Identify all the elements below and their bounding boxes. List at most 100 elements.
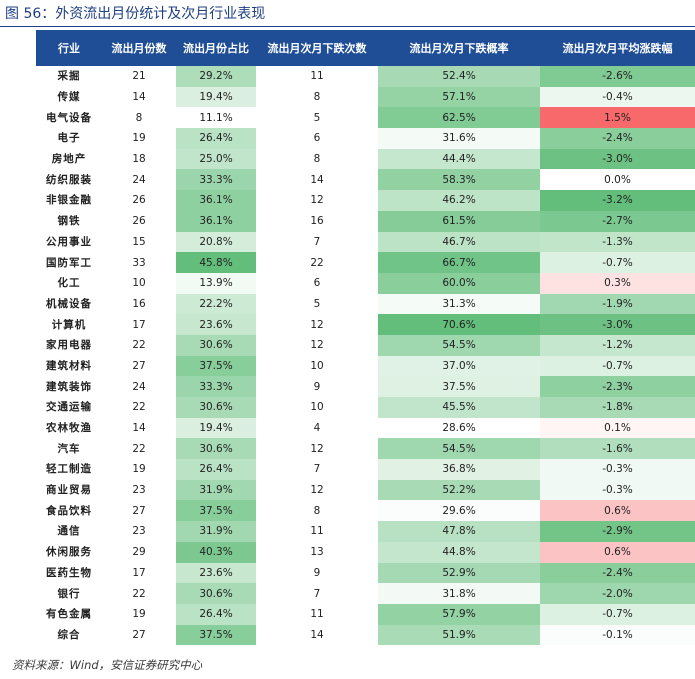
table-row: 农林牧渔 14 19.4% 4 28.6% 0.1% [36,417,695,439]
table-row: 电子 19 26.4% 6 31.6% -2.4% [36,128,695,149]
down-count-cell: 7 [313,587,321,600]
down-count-cell: 14 [310,173,324,186]
avg-change-cell: -1.9% [540,293,695,315]
months-cell: 17 [132,566,146,579]
down-prob-cell: 47.8% [378,521,540,542]
months-cell: 14 [132,422,146,435]
col-header-industry: 行业 [36,30,102,66]
down-count-cell: 22 [310,256,324,269]
down-prob-cell: 57.9% [378,603,540,625]
table-row: 医药生物 17 23.6% 9 52.9% -2.4% [36,562,695,584]
down-prob-cell: 46.2% [378,190,540,211]
months-cell: 22 [132,401,146,414]
down-count-cell: 12 [310,484,324,497]
months-cell: 22 [132,339,146,352]
ratio-cell: 45.8% [176,252,256,273]
avg-change-cell: -0.4% [540,86,695,108]
down-count-cell: 9 [313,380,321,393]
avg-change-cell: -2.0% [540,583,695,604]
avg-change-cell: 0.3% [540,272,695,294]
table-row: 食品饮料 27 37.5% 8 29.6% 0.6% [36,500,695,522]
table-row: 钢铁 26 36.1% 16 61.5% -2.7% [36,210,695,232]
down-count-cell: 8 [313,153,321,166]
down-prob-cell: 61.5% [378,210,540,232]
table-row: 化工 10 13.9% 6 60.0% 0.3% [36,272,695,294]
months-cell: 19 [132,608,146,621]
ratio-cell: 19.4% [176,417,256,439]
down-count-cell: 5 [313,297,321,310]
down-prob-cell: 36.8% [378,459,540,480]
industry-cell: 钢铁 [57,215,81,228]
down-count-cell: 4 [313,422,321,435]
down-prob-cell: 31.8% [378,583,540,604]
ratio-cell: 20.8% [176,231,256,253]
months-cell: 27 [132,628,146,641]
industry-table: 行业 流出月份数 流出月份占比 流出月次月下跌次数 流出月次月下跌概率 流出月次… [36,30,695,646]
table-row: 建筑材料 27 37.5% 10 37.0% -0.7% [36,355,695,377]
table-row: 电气设备 8 11.1% 5 62.5% 1.5% [36,107,695,129]
ratio-cell: 26.4% [176,603,256,625]
down-count-cell: 16 [310,215,324,228]
months-cell: 22 [132,587,146,600]
industry-cell: 房地产 [51,153,87,166]
down-prob-cell: 31.6% [378,128,540,149]
down-prob-cell: 45.5% [378,397,540,418]
down-count-cell: 7 [313,463,321,476]
months-cell: 8 [135,111,143,124]
down-count-cell: 9 [313,566,321,579]
industry-cell: 汽车 [57,442,81,455]
table-row: 家用电器 22 30.6% 12 54.5% -1.2% [36,334,695,356]
down-count-cell: 14 [310,628,324,641]
ratio-cell: 26.4% [176,128,256,149]
down-count-cell: 10 [310,401,324,414]
ratio-cell: 30.6% [176,397,256,418]
avg-change-cell: 0.6% [540,541,695,563]
avg-change-cell: -0.7% [540,355,695,377]
avg-change-cell: -1.8% [540,397,695,418]
months-cell: 27 [132,359,146,372]
col-header-down-count: 流出月次月下跌次数 [256,30,378,66]
down-prob-cell: 57.1% [378,86,540,108]
table-row: 通信 23 31.9% 11 47.8% -2.9% [36,521,695,542]
industry-cell: 化工 [57,277,81,290]
table-row: 有色金属 19 26.4% 11 57.9% -0.7% [36,603,695,625]
avg-change-cell: -2.4% [540,562,695,584]
months-cell: 17 [132,318,146,331]
table-row: 交通运输 22 30.6% 10 45.5% -1.8% [36,397,695,418]
avg-change-cell: -1.3% [540,231,695,253]
industry-cell: 公用事业 [46,235,92,248]
avg-change-cell: -0.3% [540,479,695,501]
table-row: 国防军工 33 45.8% 22 66.7% -0.7% [36,252,695,273]
months-cell: 14 [132,91,146,104]
industry-cell: 有色金属 [46,608,92,621]
industry-cell: 电子 [57,132,81,145]
down-count-cell: 8 [313,504,321,517]
ratio-cell: 25.0% [176,148,256,170]
down-count-cell: 7 [313,235,321,248]
avg-change-cell: -2.3% [540,376,695,397]
months-cell: 23 [132,525,146,538]
down-prob-cell: 54.5% [378,438,540,460]
avg-change-cell: -1.6% [540,438,695,460]
ratio-cell: 23.6% [176,314,256,335]
avg-change-cell: -0.1% [540,624,695,646]
avg-change-cell: -1.2% [540,334,695,356]
industry-cell: 建筑装饰 [46,380,92,393]
industry-cell: 通信 [57,525,81,538]
col-header-months: 流出月份数 [102,30,176,66]
down-prob-cell: 51.9% [378,624,540,646]
months-cell: 19 [132,132,146,145]
months-cell: 29 [132,546,146,559]
ratio-cell: 37.5% [176,624,256,646]
down-count-cell: 12 [310,194,324,207]
industry-cell: 非银金融 [46,194,92,207]
down-prob-cell: 37.0% [378,355,540,377]
industry-cell: 机械设备 [46,297,92,310]
ratio-cell: 31.9% [176,521,256,542]
table-row: 综合 27 37.5% 14 51.9% -0.1% [36,624,695,646]
down-prob-cell: 70.6% [378,314,540,335]
figure-title: 图 56：外资流出月份统计及次月行业表现 [5,6,266,22]
down-prob-cell: 60.0% [378,272,540,294]
table-row: 银行 22 30.6% 7 31.8% -2.0% [36,583,695,604]
col-header-down-prob: 流出月次月下跌概率 [378,30,540,66]
